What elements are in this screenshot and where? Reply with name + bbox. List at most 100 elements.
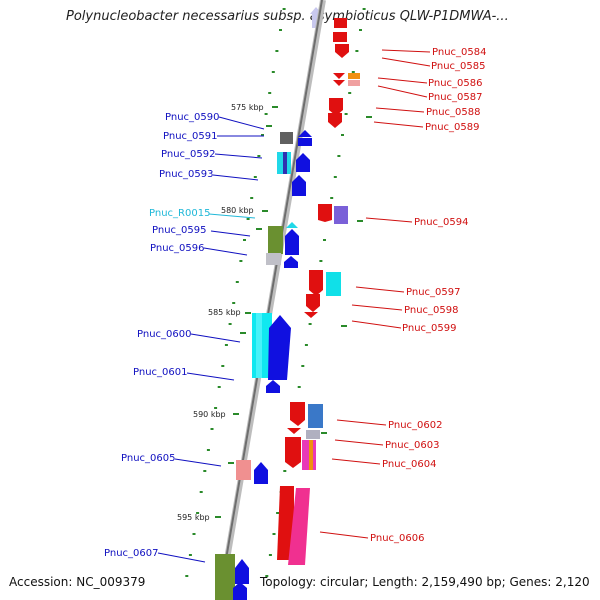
gene-feature[interactable]	[277, 486, 294, 560]
scale-labels: 575 kbp 580 kbp 585 kbp 590 kbp 595 kbp	[177, 103, 264, 522]
track-dot	[276, 512, 280, 514]
gene-feature[interactable]	[266, 253, 281, 265]
rna-feature[interactable]	[286, 222, 298, 228]
gene-label[interactable]: Pnuc_0603	[385, 440, 439, 451]
gene-label[interactable]: Pnuc_0602	[388, 420, 442, 431]
scale-label: 590 kbp	[193, 410, 226, 419]
track-dot	[250, 197, 254, 199]
right-leader-lines	[319, 49, 431, 539]
gene-feature[interactable]	[306, 430, 320, 439]
gene-feature[interactable]	[326, 272, 341, 296]
track-dot	[272, 533, 276, 535]
gene-label[interactable]: Pnuc_0593	[159, 169, 213, 180]
map-title: Polynucleobacter necessarius subsp. asym…	[66, 9, 509, 24]
track-dot	[330, 197, 334, 199]
gene-label[interactable]: Pnuc_0592	[161, 149, 215, 160]
gene-feature[interactable]	[308, 404, 323, 428]
gene-label[interactable]: Pnuc_0597	[406, 287, 460, 298]
gene-feature[interactable]	[348, 80, 360, 86]
gene-label[interactable]: Pnuc_0606	[370, 533, 424, 544]
gene-feature[interactable]	[298, 138, 312, 146]
genome-summary-text: Topology: circular; Length: 2,159,490 bp…	[260, 575, 590, 589]
gene-feature[interactable]	[292, 175, 306, 196]
gene-feature[interactable]	[298, 130, 312, 137]
right-strand-genes	[277, 18, 360, 565]
track-dot	[206, 449, 210, 451]
track-dot	[253, 176, 257, 178]
gene-label[interactable]: Pnuc_0594	[414, 217, 468, 228]
gene-feature[interactable]	[304, 312, 318, 318]
track-dot	[268, 92, 272, 94]
track-dot	[224, 344, 228, 346]
gene-label[interactable]: Pnuc_0585	[431, 61, 485, 72]
gene-label[interactable]: Pnuc_0584	[432, 47, 486, 58]
gene-label[interactable]: Pnuc_0587	[428, 92, 482, 103]
gene-label[interactable]: Pnuc_0596	[150, 243, 204, 254]
track-dot	[228, 323, 232, 325]
gene-feature[interactable]	[285, 437, 301, 468]
gene-label[interactable]: Pnuc_0588	[426, 107, 480, 118]
gene-feature[interactable]	[280, 132, 293, 144]
gene-label[interactable]: Pnuc_0586	[428, 78, 482, 89]
gene-feature[interactable]	[284, 256, 298, 268]
gene-feature[interactable]	[309, 440, 313, 470]
gene-label[interactable]: Pnuc_0600	[137, 329, 191, 340]
gene-feature[interactable]	[333, 80, 345, 86]
gene-feature[interactable]	[329, 98, 343, 116]
track-dot	[301, 365, 305, 367]
gene-feature[interactable]	[348, 73, 360, 79]
gene-feature[interactable]	[334, 18, 347, 28]
track-dot	[188, 554, 192, 556]
gene-label[interactable]: Pnuc_0589	[425, 122, 479, 133]
gene-label[interactable]: Pnuc_0601	[133, 367, 187, 378]
gene-feature[interactable]	[283, 152, 287, 174]
gene-feature[interactable]	[296, 153, 310, 172]
track-dot	[239, 260, 243, 262]
gene-feature[interactable]	[306, 294, 320, 312]
gene-feature[interactable]	[328, 113, 342, 128]
track-dot	[232, 302, 236, 304]
gene-feature[interactable]	[235, 559, 249, 584]
gene-feature[interactable]	[285, 229, 299, 255]
track-dot	[297, 386, 301, 388]
gene-label[interactable]: Pnuc_0590	[165, 112, 219, 123]
track-dot	[185, 575, 189, 577]
gene-label[interactable]: Pnuc_0607	[104, 548, 158, 559]
gene-feature[interactable]	[290, 402, 305, 426]
gene-feature[interactable]	[334, 206, 348, 224]
gene-feature[interactable]	[215, 554, 235, 600]
gene-label[interactable]: Pnuc_0591	[163, 131, 217, 142]
track-dot	[282, 8, 286, 10]
gene-feature[interactable]	[268, 315, 291, 380]
track-dot	[268, 554, 272, 556]
gene-feature[interactable]	[233, 582, 247, 600]
gene-feature[interactable]	[256, 313, 262, 378]
gene-feature[interactable]	[287, 428, 301, 434]
gene-label[interactable]: Pnuc_0599	[402, 323, 456, 334]
gene-feature[interactable]	[333, 73, 345, 79]
gene-feature[interactable]	[266, 380, 280, 393]
gene-feature[interactable]	[318, 204, 332, 222]
track-dot	[261, 134, 264, 136]
gene-feature[interactable]	[288, 488, 310, 565]
gene-feature[interactable]	[309, 270, 323, 296]
gene-label[interactable]: Pnuc_0598	[404, 305, 458, 316]
gene-feature[interactable]	[268, 226, 283, 254]
gene-label[interactable]: Pnuc_0605	[121, 453, 175, 464]
track-dot	[355, 50, 359, 52]
gene-label[interactable]: Pnuc_0604	[382, 459, 436, 470]
gene-label[interactable]: Pnuc_0595	[152, 225, 206, 236]
gene-feature[interactable]	[236, 460, 251, 480]
gene-label[interactable]: Pnuc_R0015	[149, 208, 210, 219]
track-dot	[257, 155, 261, 157]
track-dot	[203, 470, 207, 472]
left-leader-line	[157, 552, 206, 563]
left-gene-labels: Pnuc_0590 Pnuc_0591 Pnuc_0592 Pnuc_0593 …	[104, 112, 219, 559]
gene-feature[interactable]	[254, 462, 268, 484]
gene-feature[interactable]	[335, 44, 349, 58]
track-dot	[221, 365, 225, 367]
gene-feature[interactable]	[333, 32, 347, 42]
scale-ticks	[215, 106, 278, 518]
gene-ticks	[228, 116, 372, 464]
